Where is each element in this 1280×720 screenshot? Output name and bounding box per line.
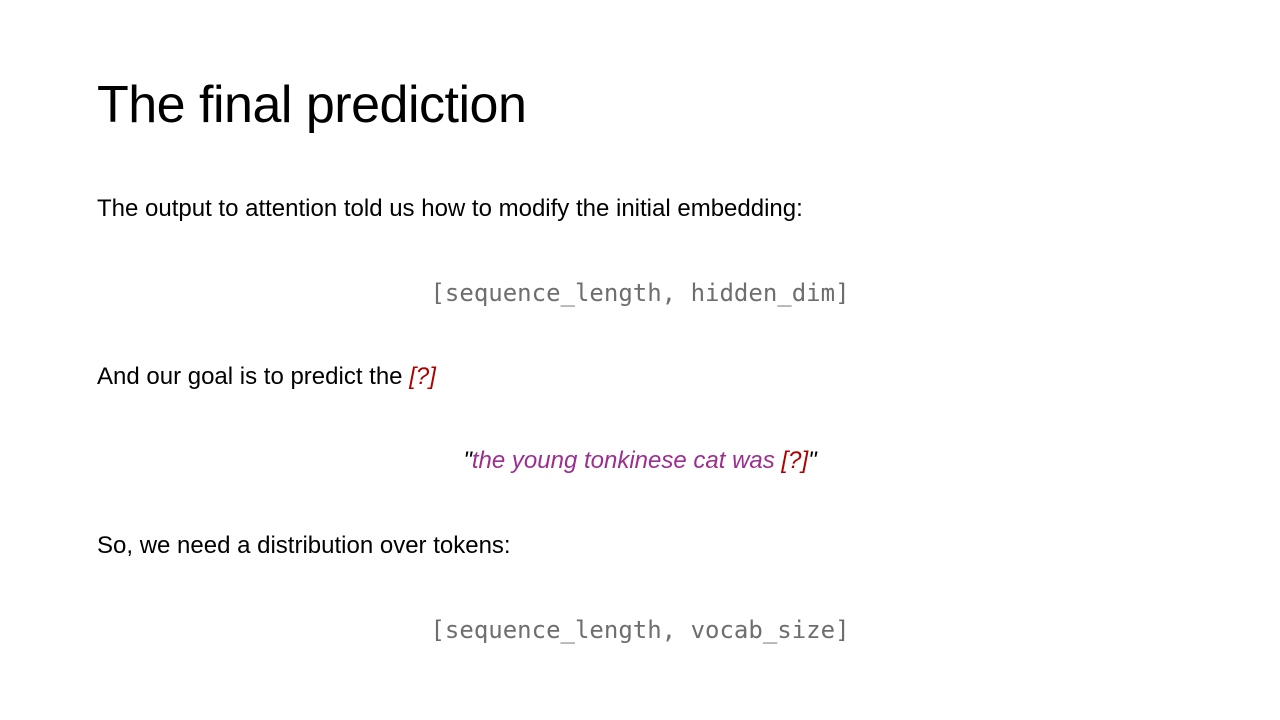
quote-open: " bbox=[463, 447, 472, 474]
paragraph-goal-text: And our goal is to predict the bbox=[97, 363, 410, 390]
slide-title: The final prediction bbox=[97, 76, 527, 134]
example-sentence-text: the young tonkinese cat was bbox=[471, 447, 782, 474]
mask-token-marker: [?] bbox=[409, 363, 436, 390]
paragraph-distribution: So, we need a distribution over tokens: bbox=[97, 532, 511, 559]
paragraph-goal: And our goal is to predict the [?] bbox=[97, 361, 436, 393]
example-mask-token: [?] bbox=[781, 447, 809, 474]
shape-hidden-dim: [sequence_length, hidden_dim] bbox=[430, 279, 850, 307]
quote-close: " bbox=[808, 447, 817, 474]
example-sentence: "the young tonkinese cat was [?]" bbox=[0, 445, 1280, 477]
paragraph-attention-output: The output to attention told us how to m… bbox=[97, 195, 803, 222]
shape-vocab-size: [sequence_length, vocab_size] bbox=[430, 616, 850, 644]
